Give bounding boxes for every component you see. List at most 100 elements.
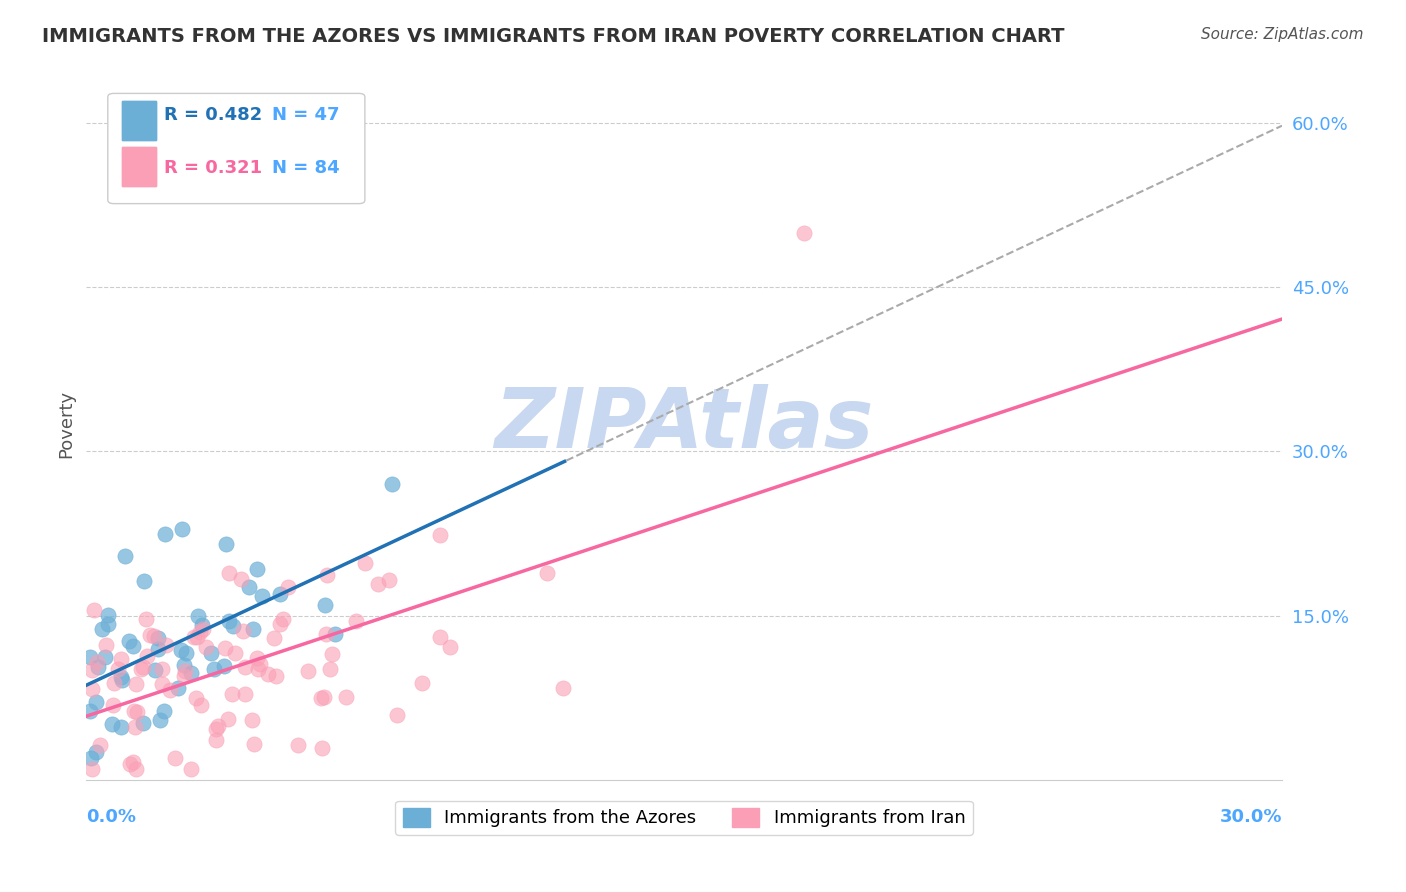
Point bbox=[191, 622, 214, 636]
Point bbox=[233, 687, 256, 701]
Point bbox=[315, 626, 337, 640]
Point bbox=[180, 666, 202, 681]
Point bbox=[125, 705, 148, 719]
Point bbox=[411, 675, 433, 690]
Point bbox=[188, 625, 211, 640]
Point bbox=[159, 683, 181, 698]
Point bbox=[110, 670, 132, 684]
Point bbox=[79, 705, 101, 719]
Point bbox=[90, 622, 112, 636]
Point bbox=[110, 720, 132, 734]
Point bbox=[103, 698, 125, 712]
Point bbox=[83, 602, 105, 616]
FancyBboxPatch shape bbox=[108, 94, 366, 203]
Point bbox=[79, 650, 101, 665]
Point bbox=[238, 581, 260, 595]
Point bbox=[232, 624, 254, 639]
Point bbox=[217, 712, 239, 726]
Point bbox=[103, 675, 125, 690]
Text: N = 47: N = 47 bbox=[271, 106, 339, 124]
Point bbox=[221, 687, 243, 701]
Point bbox=[111, 673, 134, 687]
Point bbox=[153, 704, 176, 718]
Point bbox=[335, 690, 357, 704]
Point bbox=[82, 663, 104, 677]
Point bbox=[212, 659, 235, 673]
Point bbox=[246, 662, 269, 676]
Point bbox=[202, 662, 225, 676]
Point bbox=[297, 664, 319, 678]
Point bbox=[429, 528, 451, 542]
Point bbox=[381, 477, 404, 491]
Point bbox=[354, 556, 377, 570]
Point bbox=[323, 627, 346, 641]
Y-axis label: Poverty: Poverty bbox=[58, 390, 75, 458]
Point bbox=[170, 643, 193, 657]
Point bbox=[107, 662, 129, 676]
Point bbox=[94, 638, 117, 652]
Point bbox=[124, 720, 146, 734]
Bar bbox=[122, 147, 156, 186]
Point bbox=[263, 631, 285, 645]
Text: R = 0.482: R = 0.482 bbox=[165, 106, 263, 124]
Point bbox=[315, 567, 337, 582]
Point bbox=[166, 681, 188, 696]
Point bbox=[173, 669, 195, 683]
Point bbox=[136, 649, 159, 664]
Point bbox=[97, 616, 120, 631]
Point bbox=[143, 663, 166, 677]
Text: R = 0.321: R = 0.321 bbox=[165, 159, 262, 178]
Bar bbox=[122, 147, 156, 186]
Point bbox=[155, 638, 177, 652]
Point bbox=[131, 662, 153, 676]
Point bbox=[183, 630, 205, 644]
Point bbox=[287, 738, 309, 752]
Point bbox=[194, 640, 217, 654]
Point bbox=[132, 715, 155, 730]
Text: 30.0%: 30.0% bbox=[1219, 808, 1282, 826]
Point bbox=[242, 622, 264, 636]
Point bbox=[224, 647, 246, 661]
Point bbox=[82, 682, 104, 697]
Point bbox=[149, 713, 172, 727]
Bar bbox=[122, 101, 156, 140]
Point bbox=[793, 226, 815, 240]
Point bbox=[100, 717, 122, 731]
Point bbox=[378, 573, 401, 587]
Point bbox=[152, 662, 174, 676]
Point bbox=[94, 649, 117, 664]
Point bbox=[172, 522, 194, 536]
Point bbox=[314, 690, 336, 704]
Point bbox=[173, 657, 195, 672]
Point bbox=[439, 640, 461, 654]
Point bbox=[125, 762, 148, 776]
Point bbox=[222, 619, 245, 633]
Point bbox=[118, 757, 141, 772]
Point bbox=[269, 616, 291, 631]
Point bbox=[82, 762, 104, 776]
Point bbox=[314, 598, 336, 612]
Point bbox=[139, 628, 162, 642]
Point bbox=[553, 681, 575, 695]
Point bbox=[367, 576, 389, 591]
Point bbox=[146, 631, 169, 645]
Text: IMMIGRANTS FROM THE AZORES VS IMMIGRANTS FROM IRAN POVERTY CORRELATION CHART: IMMIGRANTS FROM THE AZORES VS IMMIGRANTS… bbox=[42, 27, 1064, 45]
Point bbox=[142, 629, 165, 643]
Point bbox=[146, 641, 169, 656]
Point bbox=[205, 733, 228, 747]
Point bbox=[264, 669, 287, 683]
Point bbox=[311, 741, 333, 756]
Text: ZIPAtlas: ZIPAtlas bbox=[495, 384, 873, 465]
Point bbox=[190, 698, 212, 713]
Point bbox=[246, 651, 269, 665]
Point bbox=[205, 723, 228, 737]
Point bbox=[186, 630, 208, 644]
Point bbox=[80, 750, 103, 764]
Point bbox=[186, 691, 208, 706]
Point bbox=[135, 612, 157, 626]
Point bbox=[121, 639, 143, 653]
Point bbox=[207, 719, 229, 733]
Point bbox=[173, 664, 195, 678]
Point bbox=[87, 659, 110, 673]
Point bbox=[249, 657, 271, 672]
